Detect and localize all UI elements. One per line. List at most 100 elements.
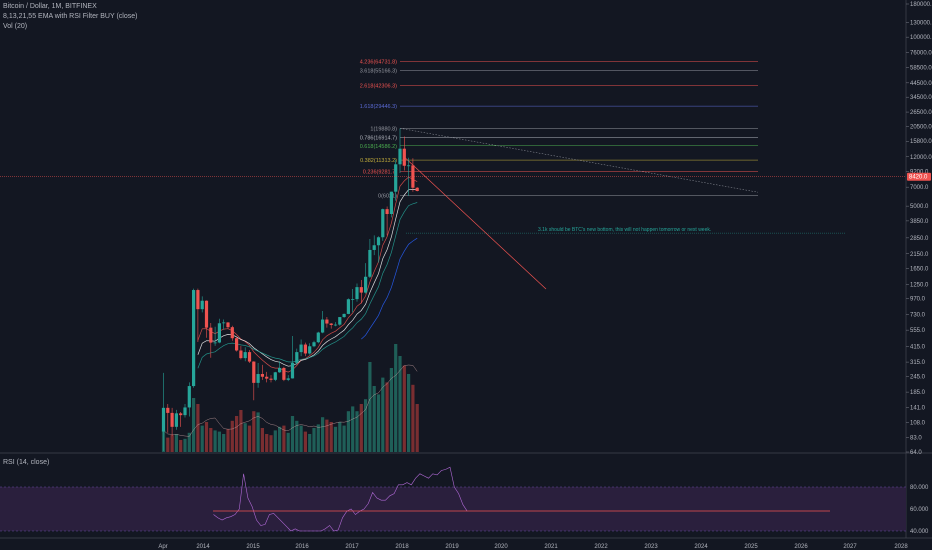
volume-bar bbox=[179, 440, 183, 452]
rsi-tick-label: 40.000 bbox=[910, 529, 929, 535]
price-tick-label: 130000.0 bbox=[910, 20, 932, 26]
candle-body bbox=[252, 361, 256, 383]
price-tick-label: 20500.0 bbox=[910, 125, 932, 131]
current-price-label: 8420.0 bbox=[909, 175, 928, 181]
candle-body bbox=[290, 362, 295, 379]
rsi-line bbox=[213, 466, 468, 532]
price-tick-label: 108.0 bbox=[910, 420, 926, 426]
volume-bar bbox=[321, 417, 325, 452]
volume-bar bbox=[316, 424, 320, 452]
candle-body bbox=[342, 313, 346, 318]
candle-body bbox=[196, 290, 200, 310]
volume-bar bbox=[204, 422, 209, 452]
volume-bar bbox=[247, 425, 252, 452]
price-tick-label: 185.0 bbox=[910, 390, 926, 396]
time-tick-label: 2020 bbox=[494, 544, 508, 550]
candle-body bbox=[394, 164, 398, 192]
candle-body bbox=[217, 323, 221, 343]
dotted-trendline bbox=[399, 128, 759, 193]
candle-body bbox=[243, 352, 247, 359]
volume-bar bbox=[342, 425, 346, 452]
fib-level-label: 2.618(42306.3) bbox=[360, 84, 397, 90]
price-tick-label: 415.0 bbox=[910, 345, 926, 351]
ema-55-line bbox=[361, 237, 418, 340]
candle-body bbox=[226, 322, 230, 328]
candle-body bbox=[325, 319, 329, 324]
candle-body bbox=[278, 367, 282, 373]
volume-bar bbox=[252, 411, 256, 452]
volume-bar bbox=[364, 399, 368, 452]
candle-body bbox=[338, 317, 342, 325]
candle-body bbox=[308, 346, 312, 354]
time-tick-label: 2015 bbox=[246, 544, 260, 550]
time-tick-label: 2025 bbox=[744, 544, 758, 550]
candle-body bbox=[179, 413, 183, 416]
volume-legend[interactable]: Vol (20) bbox=[3, 23, 28, 30]
candle-body bbox=[402, 148, 406, 166]
volume-bar bbox=[368, 362, 372, 452]
candle-body bbox=[316, 332, 320, 343]
candle-body bbox=[389, 191, 393, 215]
candle-body bbox=[265, 376, 269, 379]
rsi-tick-label: 80.000 bbox=[910, 485, 929, 491]
volume-bar bbox=[290, 416, 295, 452]
fib-level-label: 0(6021) bbox=[378, 194, 397, 200]
candle-body bbox=[239, 350, 243, 359]
rsi-tick-label: 60.000 bbox=[910, 507, 929, 513]
fib-level-label: 1(19880.8) bbox=[370, 126, 397, 132]
time-tick-label: 2028 bbox=[894, 544, 908, 550]
symbol-legend[interactable]: Bitcoin / Dollar, 1M, BITFINEX bbox=[3, 3, 97, 10]
candle-body bbox=[312, 342, 316, 347]
candle-body bbox=[372, 245, 376, 250]
candle-body bbox=[247, 352, 252, 362]
volume-bar bbox=[407, 374, 411, 452]
candle-body bbox=[204, 300, 209, 328]
candle-body bbox=[200, 300, 204, 310]
candle-body bbox=[269, 378, 273, 380]
candle-body bbox=[183, 407, 187, 416]
ema-8-line bbox=[197, 176, 418, 373]
price-tick-label: 1250.0 bbox=[910, 282, 929, 288]
ema-21-line bbox=[197, 202, 418, 369]
rsi-legend[interactable]: RSI (14, close) bbox=[3, 459, 50, 466]
volume-bar bbox=[256, 412, 260, 452]
price-axis: 180000.0 130000.0 100000.0 76000.0 58500.0 44… bbox=[906, 2, 932, 456]
fibonacci-levels: 4.236(64731.8) 3.618(55166.3) 2.618(42306.… bbox=[360, 60, 758, 200]
time-tick-label: 2022 bbox=[594, 544, 608, 550]
indicator-legend[interactable]: 8,13,21,55 EMA with RSI Filter BUY (clos… bbox=[3, 13, 138, 20]
volume-bar bbox=[183, 438, 187, 452]
candle-body bbox=[222, 322, 226, 324]
fib-level-label: 0.786(16914.7) bbox=[360, 135, 397, 141]
candle-body bbox=[407, 165, 411, 167]
candle-body bbox=[329, 323, 333, 326]
volume-bar bbox=[200, 425, 204, 452]
volume-bar bbox=[170, 435, 174, 452]
candle-body bbox=[286, 378, 290, 380]
candle-body bbox=[359, 287, 363, 293]
volume-bar bbox=[278, 426, 282, 452]
candle-body bbox=[321, 319, 325, 333]
candle-body bbox=[385, 209, 389, 215]
volume-bar bbox=[372, 386, 376, 452]
time-tick-label: 2026 bbox=[794, 544, 808, 550]
candle-body bbox=[364, 276, 368, 293]
time-axis: Apr 2014 2015 2016 2017 2018 2019 2020 2021 2022 2… bbox=[158, 544, 908, 550]
time-tick-label: Apr bbox=[158, 544, 167, 550]
fib-level-label: 0.236(9281.7) bbox=[363, 169, 397, 175]
volume-bar bbox=[217, 431, 221, 452]
candle-body bbox=[174, 413, 178, 427]
fib-level-label: 0.382(11313.2) bbox=[360, 158, 397, 164]
volume-bar bbox=[333, 426, 338, 452]
volume-bar bbox=[381, 377, 385, 452]
volume-bar bbox=[196, 404, 200, 452]
volume-bar bbox=[303, 431, 307, 452]
volume-bar bbox=[260, 428, 264, 452]
time-tick-label: 2016 bbox=[295, 544, 309, 550]
price-tick-label: 83.0 bbox=[910, 435, 922, 441]
volume-bar bbox=[213, 430, 217, 452]
volume-series bbox=[161, 344, 419, 452]
volume-bar bbox=[359, 404, 363, 452]
price-tick-label: 15800.0 bbox=[910, 139, 932, 145]
price-tick-label: 44500.0 bbox=[910, 81, 932, 87]
